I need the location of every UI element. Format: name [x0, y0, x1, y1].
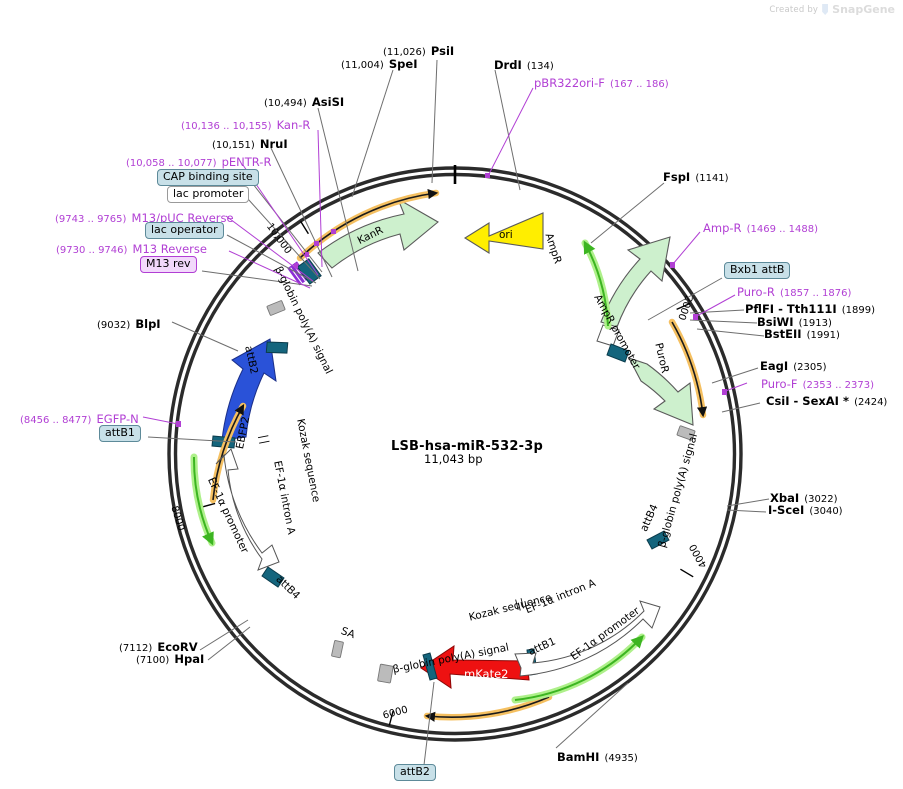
feature-label-mkate2: mKate2 — [464, 667, 509, 681]
primer-tick-marks — [176, 173, 727, 427]
enzyme-label-bstell: BstEII (1991) — [764, 327, 840, 341]
intron-outline-arcs — [215, 448, 661, 677]
feature-box-lac-operator: lac operator — [145, 222, 224, 239]
primer-label-kan-r: (10,136 .. 10,155) Kan-R — [181, 118, 311, 132]
feature-puror — [627, 357, 694, 426]
enzyme-label-psii: (11,026) PsiI — [383, 44, 455, 58]
enzyme-label-ecorv: (7112) EcoRV — [119, 640, 198, 654]
primer-label-puro-r: Puro-R (1857 .. 1876) — [737, 285, 852, 299]
enzyme-label-bamhi: BamHI (4935) — [557, 750, 638, 764]
scale-ticks — [200, 220, 694, 726]
feature-box-attb2-bottom: attB2 — [394, 764, 436, 781]
enzyme-label-fspi: FspI (1141) — [663, 170, 729, 184]
feature-box-cap-binding-site: CAP binding site — [157, 169, 259, 186]
primer-label-m13puc-reverse: (9743 .. 9765) M13/pUC Reverse — [55, 211, 234, 225]
enzyme-label-nrui: (10,151) NruI — [212, 137, 288, 151]
feature-ori — [463, 212, 544, 254]
feature-kanr — [317, 197, 439, 269]
primer-label-amp-r: Amp-R (1469 .. 1488) — [703, 221, 819, 235]
enzyme-label-asisi: (10,494) AsiSI — [264, 95, 345, 109]
primer-arcs — [209, 188, 708, 722]
enzyme-label-drdi: DrdI (134) — [494, 58, 554, 72]
enzyme-label-xbai: XbaI (3022) — [770, 491, 838, 505]
enzyme-label-csii-sexai: CsiI - SexAI * (2424) — [766, 394, 888, 408]
plasmid-title: LSB-hsa-miR-532-3p — [391, 439, 544, 454]
feature-ampr — [600, 236, 671, 328]
kozak-tick-marks-2: || — [513, 596, 528, 611]
feature-box-lac-promoter: lac promoter — [167, 186, 250, 203]
ef1a-promoter-arcs — [190, 239, 646, 704]
primer-label-m13-reverse: (9730 .. 9746) M13 Reverse — [56, 242, 207, 256]
leader-lines-enzyme — [147, 59, 770, 766]
snapgene-watermark: Created by SnapGene — [769, 3, 895, 16]
feature-box-bxb1-attb: Bxb1 attB — [724, 262, 791, 279]
feature-label-ori: ori — [499, 229, 513, 241]
feature-box-attb1-left: attB1 — [99, 425, 141, 442]
watermark-brand: SnapGene — [832, 3, 895, 16]
enzyme-label-i-scei: I-SceI (3040) — [768, 503, 843, 517]
enzyme-label-pflfi-tth111i: PflFI - Tth111I (1899) — [745, 302, 876, 316]
enzyme-label-hpai: (7100) HpaI — [136, 652, 205, 666]
enzyme-label-blpi: (9032) BlpI — [97, 317, 161, 331]
snapgene-flag-icon — [822, 4, 829, 15]
enzyme-label-spei: (11,004) SpeI — [341, 57, 418, 71]
plasmid-size: 11,043 bp — [424, 452, 483, 466]
feature-box-m13-rev: M13 rev — [140, 256, 197, 273]
kozak-tick-marks-1: || — [257, 433, 272, 447]
grey-feature-markers — [266, 300, 696, 684]
feature-teal-bar-upper-right — [606, 343, 630, 363]
primer-label-pbr322ori-f: pBR322ori-F (167 .. 186) — [534, 76, 669, 90]
primer-label-puro-f: Puro-F (2353 .. 2373) — [761, 377, 875, 391]
primer-label-pentr-r: (10,058 .. 10,077) pENTR-R — [126, 155, 272, 169]
primer-label-egfp-n: (8456 .. 8477) EGFP-N — [20, 412, 139, 426]
enzyme-label-bsiwi: BsiWI (1913) — [757, 315, 832, 329]
watermark-prefix: Created by — [769, 4, 819, 15]
enzyme-label-eagi: EagI (2305) — [760, 359, 827, 373]
